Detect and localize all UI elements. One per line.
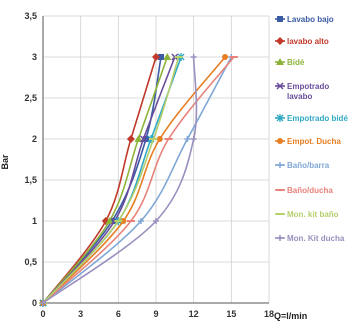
legend-label: Empot. Ducha — [287, 137, 341, 146]
data-point — [40, 300, 46, 306]
legend-item: Bidé — [275, 58, 305, 67]
data-point — [109, 218, 116, 224]
x-tick-label: 6 — [116, 309, 121, 319]
series-line — [42, 56, 180, 304]
data-point — [190, 136, 197, 142]
data-point — [184, 136, 191, 142]
x-tick-label: 9 — [153, 309, 158, 319]
legend-item: Baño/barra — [275, 161, 330, 170]
data-point — [134, 135, 143, 142]
data-point — [277, 16, 283, 22]
data-point — [153, 218, 159, 224]
legend-label: Mon. kit baño — [287, 210, 339, 219]
data-point — [276, 82, 284, 90]
series-line — [42, 56, 176, 304]
x-tick-label: 3 — [78, 309, 83, 319]
x-tick-label: 15 — [226, 309, 236, 319]
legend-label: Empotrado bidé — [287, 114, 348, 123]
series-line — [42, 56, 157, 304]
marker-stroke — [139, 135, 147, 143]
data-point — [105, 217, 114, 224]
data-point — [126, 135, 135, 143]
data-point — [277, 235, 283, 241]
y-axis-label: Bar — [0, 154, 10, 170]
y-tick-label: 2,5 — [24, 93, 37, 103]
x-tick-label: 12 — [189, 309, 199, 319]
y-tick-label: 2 — [32, 134, 37, 144]
y-tick-label: 0 — [32, 298, 37, 308]
data-point — [142, 136, 149, 142]
legend-label: lavabo alto — [287, 37, 329, 46]
data-point — [163, 53, 172, 60]
x-tick-label: 0 — [40, 309, 45, 319]
y-tick-label: 0,5 — [24, 257, 37, 267]
data-point — [277, 162, 283, 168]
series-line — [42, 56, 235, 304]
data-point — [276, 37, 284, 45]
data-point — [152, 53, 160, 61]
legend-label: Empotrado — [287, 82, 329, 91]
legend: Lavabo bajo lavabo alto Bidé Empotradolavab… — [275, 15, 348, 243]
series-lines — [39, 53, 238, 307]
series-9 — [39, 56, 183, 304]
data-point — [120, 218, 127, 224]
x-tick-label: 18 — [264, 309, 274, 319]
marker-stroke — [276, 82, 284, 90]
series-line — [42, 56, 198, 304]
x-axis-label: Q=l/min — [274, 311, 307, 321]
legend-label: Baño/barra — [287, 161, 330, 170]
data-point — [276, 58, 284, 65]
y-tick-label: 1,5 — [24, 175, 37, 185]
legend-label: lavabo — [287, 92, 312, 101]
series-8 — [39, 56, 238, 304]
legend-item: Mon. kit baño — [275, 210, 339, 219]
legend-label: Lavabo bajo — [287, 15, 334, 24]
data-point — [190, 54, 197, 60]
axes — [42, 16, 269, 304]
series-line — [42, 56, 169, 304]
legend-label: Baño/ducha — [287, 186, 333, 195]
legend-label: Bidé — [287, 58, 305, 67]
y-tick-label: 3 — [32, 52, 37, 62]
legend-item: Empotrado bidé — [275, 114, 348, 123]
data-point — [222, 54, 229, 60]
series-3 — [39, 53, 172, 306]
data-point — [139, 135, 147, 143]
y-tick-label: 1 — [32, 216, 37, 226]
series-line — [42, 56, 233, 304]
legend-label: Mon. Kit ducha — [287, 234, 345, 243]
data-point — [156, 136, 163, 142]
data-point — [276, 114, 284, 122]
y-tick-label: 3,5 — [24, 11, 37, 21]
data-point — [277, 138, 283, 144]
series-10 — [40, 54, 198, 306]
legend-item: Lavabo bajo — [275, 15, 334, 24]
tick-labels: 0 0,5 1 1,5 2 2,5 3 3,5 0 3 6 9 12 15 18 — [24, 11, 274, 319]
legend-item: Empot. Ducha — [275, 137, 341, 146]
data-point — [158, 54, 165, 60]
legend-item: Mon. Kit ducha — [275, 234, 345, 243]
legend-item: lavabo alto — [275, 37, 329, 46]
data-point — [137, 218, 144, 224]
legend-item: Baño/ducha — [275, 186, 333, 195]
